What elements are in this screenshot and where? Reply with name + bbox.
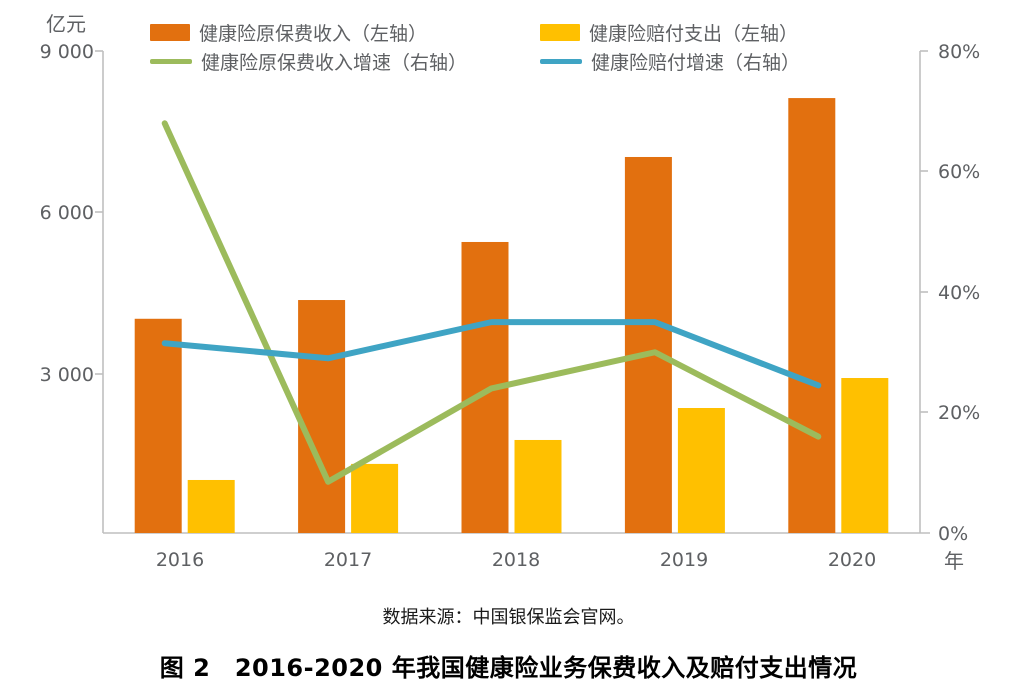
line-series-revenue-growth xyxy=(161,120,822,485)
legend-item-revenue: 健康险原保费收入（左轴） xyxy=(150,19,540,46)
left-axis-unit-label: 亿元 xyxy=(46,12,86,36)
bar-payout-2018 xyxy=(514,439,562,533)
bar-revenue-2019 xyxy=(624,156,672,533)
legend-item-payout-growth: 健康险赔付增速（右轴） xyxy=(540,48,890,75)
right-tick-20: 20% xyxy=(938,402,981,424)
bar-revenue-2017 xyxy=(298,300,346,533)
left-tick-6000: 6 000 xyxy=(39,202,94,224)
right-tick-40: 40% xyxy=(938,282,981,304)
legend-label-revenue: 健康险原保费收入（左轴） xyxy=(199,23,428,45)
x-tick-2018: 2018 xyxy=(491,549,541,571)
source-note: 数据来源：中国银保监会官网。 xyxy=(382,607,635,628)
right-tick-60: 60% xyxy=(938,161,981,183)
legend-label-payout: 健康险赔付支出（左轴） xyxy=(589,23,799,45)
bar-series-payout xyxy=(187,378,889,533)
legend-row-2: 健康险原保费收入增速（右轴） 健康险赔付增速（右轴） xyxy=(150,47,890,76)
bar-payout-2019 xyxy=(677,408,725,533)
x-tick-2016: 2016 xyxy=(155,549,205,571)
bar-payout-2016 xyxy=(187,479,235,533)
legend-swatch-line-payout-growth xyxy=(540,59,582,64)
x-tick-2017: 2017 xyxy=(323,549,373,571)
legend-swatch-bar-revenue xyxy=(150,24,190,41)
bar-revenue-2020 xyxy=(788,98,836,534)
right-tick-80: 80% xyxy=(938,41,981,63)
legend-item-payout: 健康险赔付支出（左轴） xyxy=(540,19,890,46)
x-tick-2020: 2020 xyxy=(827,549,877,571)
legend-row-1: 健康险原保费收入（左轴） 健康险赔付支出（左轴） xyxy=(150,18,890,47)
bar-series-revenue xyxy=(134,98,836,534)
legend-swatch-bar-payout xyxy=(540,24,580,41)
bar-revenue-2016 xyxy=(134,318,182,533)
x-axis-unit-label: 年 xyxy=(944,549,964,573)
bar-payout-2017 xyxy=(351,463,399,533)
line-series-payout-growth xyxy=(161,319,822,389)
legend-item-revenue-growth: 健康险原保费收入增速（右轴） xyxy=(150,48,540,75)
left-tick-3000: 3 000 xyxy=(39,364,94,386)
chart-legend: 健康险原保费收入（左轴） 健康险赔付支出（左轴） 健康险原保费收入增速（右轴） … xyxy=(150,18,890,76)
legend-label-revenue-growth: 健康险原保费收入增速（右轴） xyxy=(201,52,468,74)
legend-label-payout-growth: 健康险赔付增速（右轴） xyxy=(591,52,801,74)
bar-payout-2020 xyxy=(841,378,889,533)
x-tick-2019: 2019 xyxy=(659,549,709,571)
legend-swatch-line-revenue-growth xyxy=(150,59,192,64)
figure-caption: 图 2 2016-2020 年我国健康险业务保费收入及赔付支出情况 xyxy=(159,654,858,682)
left-tick-9000: 9 000 xyxy=(39,41,94,63)
right-tick-0: 0% xyxy=(938,523,969,545)
